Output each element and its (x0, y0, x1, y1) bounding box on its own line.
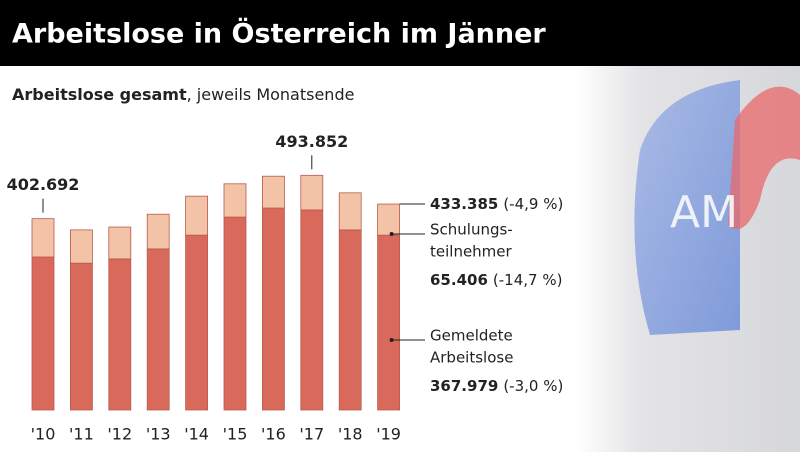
subtitle-rest: , jeweils Monatsende (187, 85, 355, 104)
bar-segment (70, 229, 93, 264)
bar-segment (31, 218, 55, 258)
bar-segment (108, 226, 132, 260)
series-total: 367.979 (-3,0 %) (430, 377, 563, 395)
bar-segment (377, 203, 401, 236)
bar-segment (377, 234, 401, 411)
total-change: (-4,9 %) (503, 195, 563, 213)
bar-segment (185, 195, 209, 236)
series-label: teilnehmer (430, 243, 513, 261)
bar-segment (70, 262, 93, 411)
series-total: 65.406 (-14,7 %) (430, 271, 562, 289)
bar-segment (108, 258, 132, 411)
series-total-value: 367.979 (430, 377, 498, 395)
bar-segment (223, 183, 247, 218)
x-tick-label: '13 (146, 425, 171, 444)
series-total-change: (-14,7 %) (493, 271, 563, 289)
bar-segment (338, 192, 362, 231)
photo-text: AM (670, 187, 738, 238)
chart-title: Arbeitslose in Österreich im Jänner (12, 17, 546, 50)
photo-sign (634, 80, 740, 335)
bar-segment (146, 248, 170, 411)
x-tick-label: '14 (184, 425, 209, 444)
bar-segment (300, 209, 324, 411)
bar-segment (300, 174, 324, 211)
series-total-change: (-3,0 %) (503, 377, 563, 395)
series-label: Schulungs- (430, 221, 513, 239)
bar-segment (185, 234, 209, 411)
x-tick-label: '11 (69, 425, 94, 444)
series-label: Arbeitslose (430, 349, 513, 367)
bar-segment (338, 229, 362, 411)
bar-segment (146, 213, 170, 250)
x-tick-label: '19 (376, 425, 401, 444)
x-tick-label: '12 (107, 425, 132, 444)
x-tick-label: '10 (31, 425, 56, 444)
total-label: 402.692 (7, 175, 80, 194)
subtitle-bold: Arbeitslose gesamt (12, 85, 187, 104)
bar-segment (223, 216, 247, 411)
header-bar (0, 0, 800, 66)
bar-segment (31, 256, 55, 411)
x-tick-label: '18 (338, 425, 363, 444)
total-label: 493.852 (275, 132, 348, 151)
x-tick-label: '17 (299, 425, 324, 444)
x-tick-label: '16 (261, 425, 286, 444)
subtitle: Arbeitslose gesamt, jeweils Monatsende (12, 85, 354, 104)
bar-segment (261, 207, 285, 411)
series-total-value: 65.406 (430, 271, 488, 289)
bar-segment (261, 175, 285, 209)
x-tick-label: '15 (223, 425, 248, 444)
total-value: 433.385 (430, 195, 498, 213)
photo-logo (728, 86, 800, 230)
total-label: 433.385 (-4,9 %) (430, 195, 563, 213)
series-label: Gemeldete (430, 327, 513, 345)
series-dot (389, 232, 394, 236)
series-dot (389, 338, 394, 342)
